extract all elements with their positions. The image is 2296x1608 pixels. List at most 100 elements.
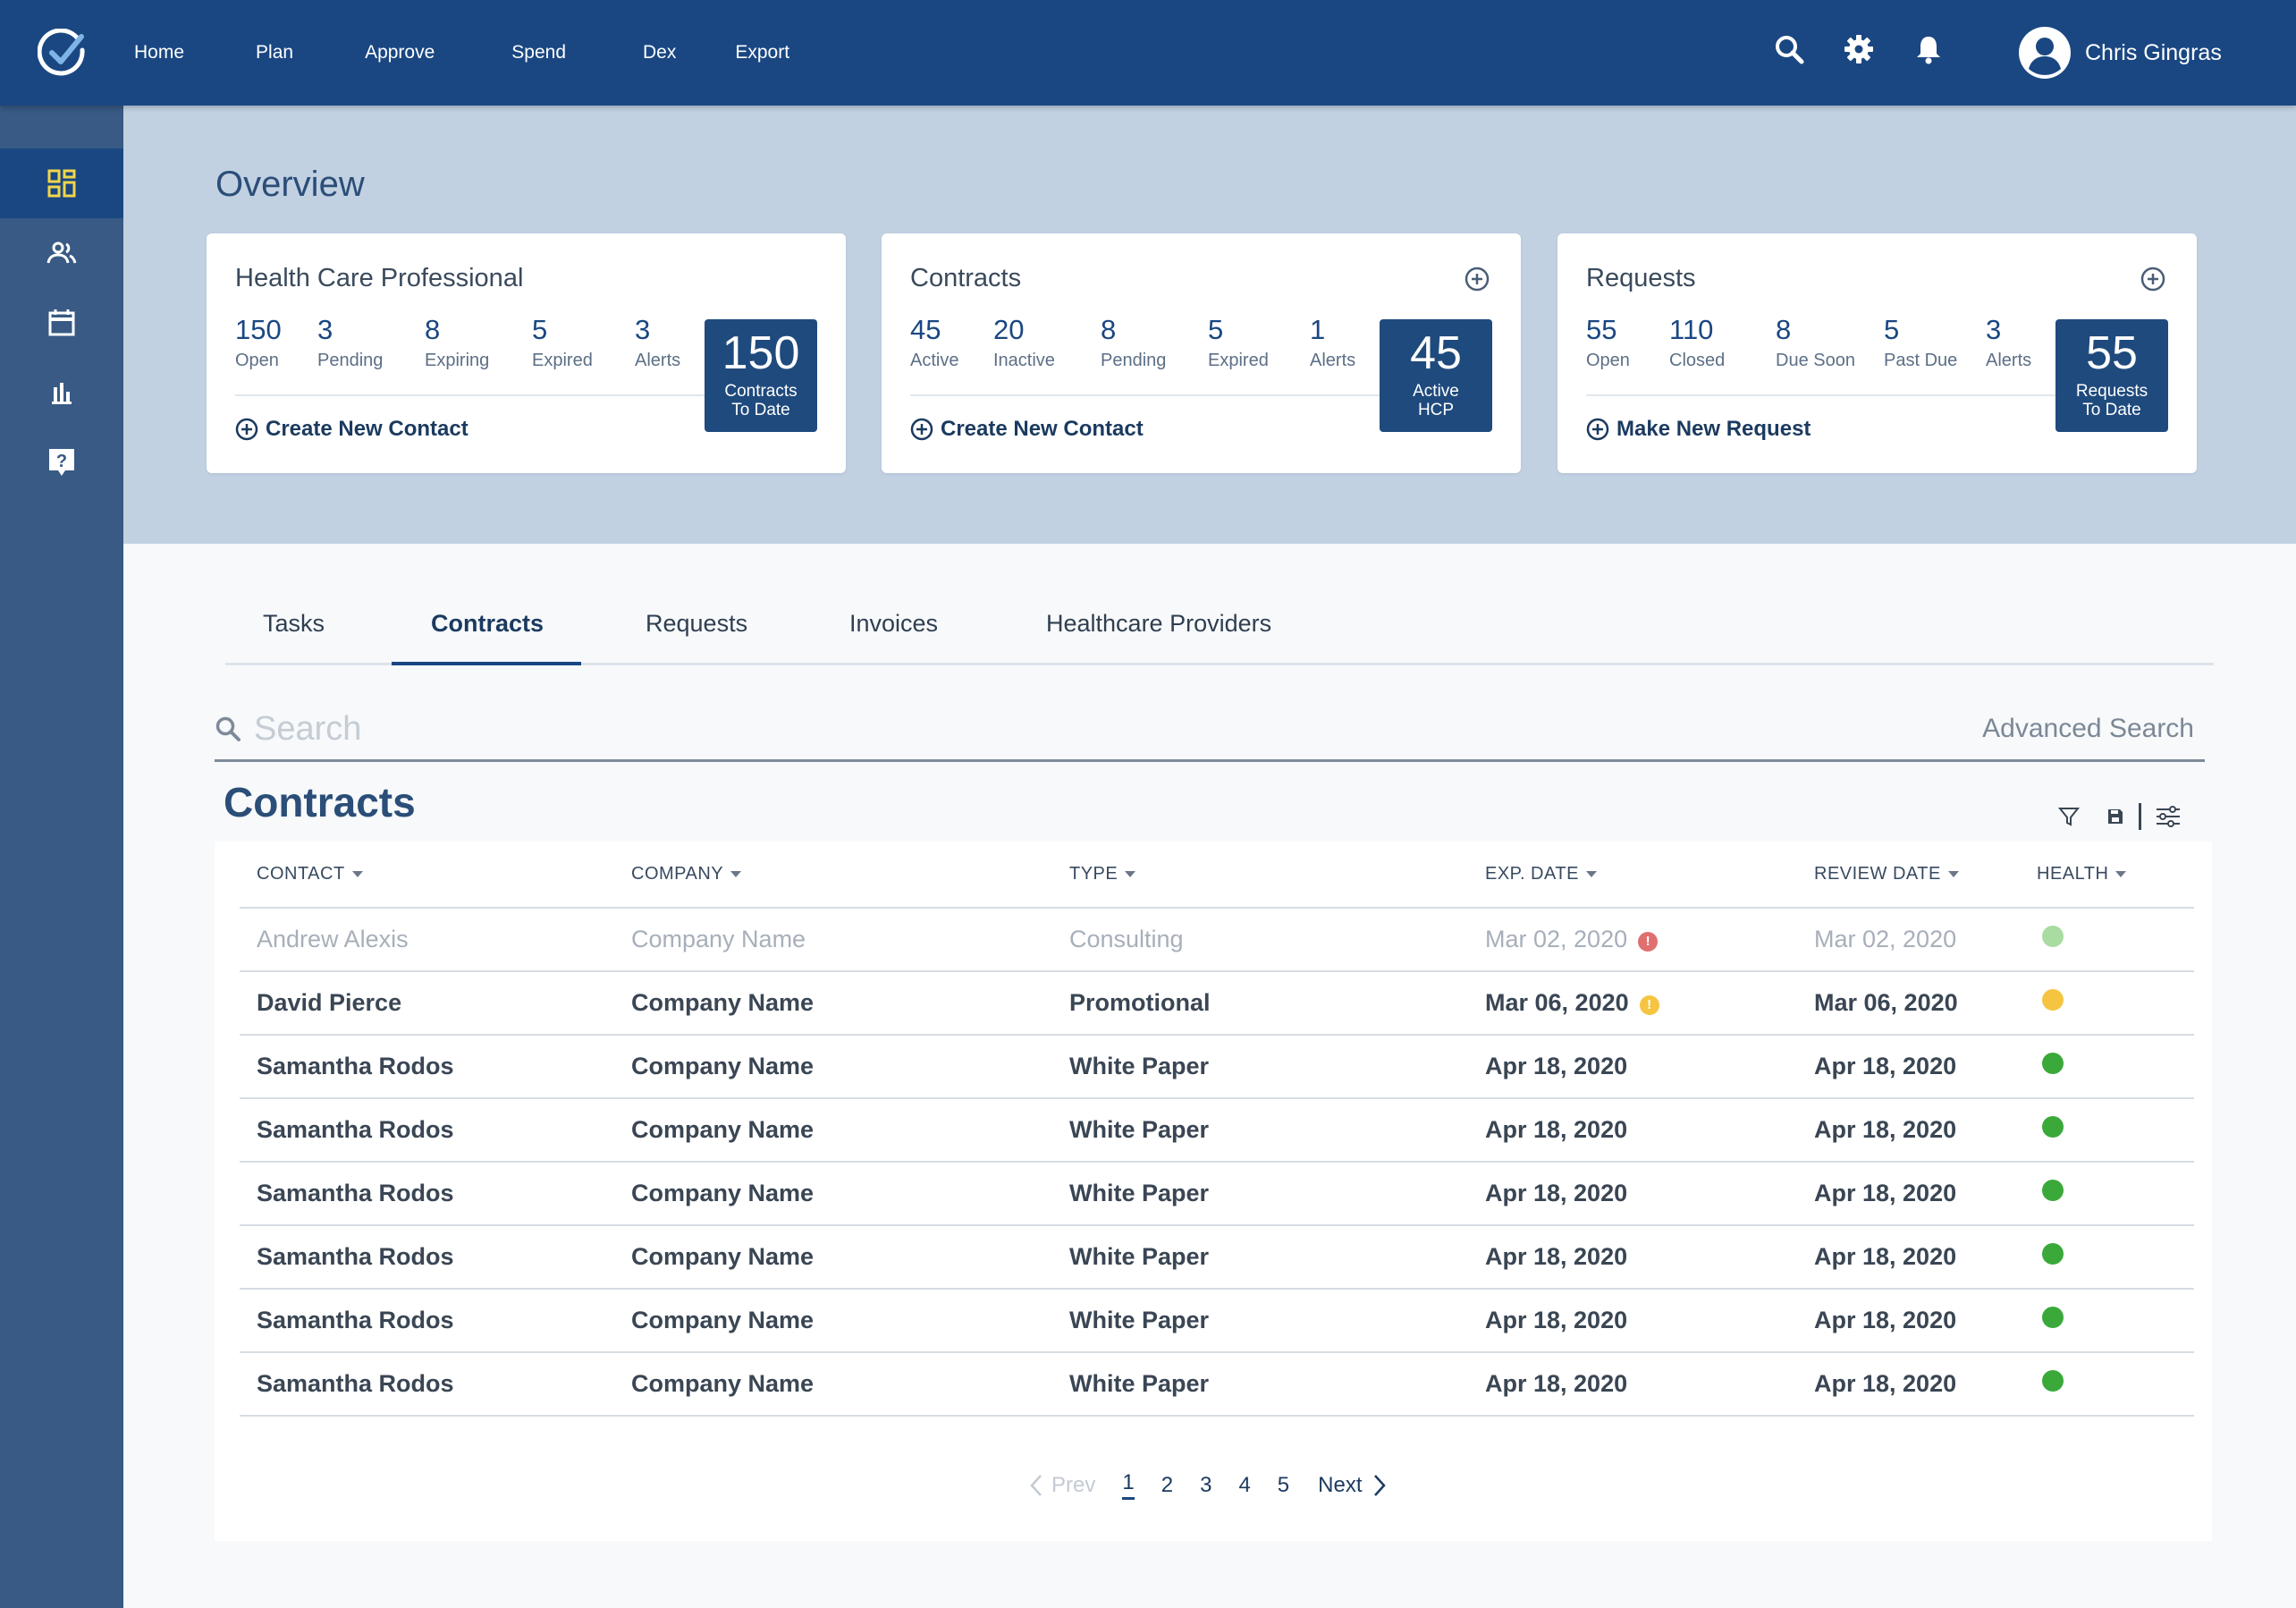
page-2-link[interactable]: 2 [1161,1472,1174,1497]
sidebar-item-reports[interactable] [0,358,123,427]
page-5-link[interactable]: 5 [1277,1472,1290,1497]
tab-contracts[interactable]: Contracts [431,610,544,637]
contracts-section-title: Contracts [224,779,416,825]
nav-export[interactable]: Export [735,42,790,63]
stat-expired[interactable]: 5 Expired [1208,314,1269,370]
sidebar-item-dashboard[interactable] [0,148,123,218]
stat-due-soon[interactable]: 8 Due Soon [1776,314,1855,370]
stat-open[interactable]: 150 Open [235,314,282,370]
prev-page-button[interactable]: Prev [1030,1473,1095,1498]
nav-spend[interactable]: Spend [511,42,567,63]
cell-health [2020,908,2194,972]
sidebar: ? [0,106,123,1608]
table-row[interactable]: Samantha Rodos Company Name White Paper Apr… [240,1162,2194,1226]
sort-caret-icon [730,871,742,878]
page-4-link[interactable]: 4 [1238,1472,1251,1497]
active-tab-indicator [392,662,581,665]
sort-caret-icon [1947,871,1959,878]
bell-icon[interactable] [1913,34,1944,64]
table-row[interactable]: Samantha Rodos Company Name White Paper Apr… [240,1098,2194,1163]
stat-pending[interactable]: 8 Pending [1101,314,1167,370]
cell-company: Company Name [614,1289,1052,1353]
column-header-health[interactable]: HEALTH [2020,842,2194,909]
active-hcp-box[interactable]: 45 Active HCP [1380,319,1492,432]
tab-bar: Tasks Contracts Requests Invoices Health… [225,597,2214,665]
user-menu[interactable]: Chris Gingras [2019,27,2222,79]
column-header-contact[interactable]: CONTACT [240,842,614,909]
overview-title: Overview [215,165,365,204]
search-icon [215,716,241,741]
nav-approve[interactable]: Approve [365,42,435,63]
table-row[interactable]: Samantha Rodos Company Name White Paper Apr… [240,1289,2194,1353]
cell-health [2020,1035,2194,1099]
add-circle-icon[interactable] [1464,266,1490,292]
table-row[interactable]: Samantha Rodos Company Name White Paper Apr… [240,1225,2194,1290]
column-header-company[interactable]: COMPANY [614,842,1052,909]
add-circle-icon[interactable] [2140,266,2166,292]
stat-pending[interactable]: 3 Pending [317,314,384,370]
cell-review: Mar 06, 2020 [1797,971,2020,1036]
next-page-button[interactable]: Next [1318,1473,1386,1498]
search-icon[interactable] [1774,34,1804,64]
stat-alerts[interactable]: 3 Alerts [635,314,681,370]
cell-contact: David Pierce [240,971,614,1036]
page-3-link[interactable]: 3 [1200,1472,1212,1497]
card-title: Requests [1586,264,1696,292]
stat-open[interactable]: 55 Open [1586,314,1630,370]
alert-icon[interactable]: ! [1639,995,1659,1015]
stat-inactive[interactable]: 20 Inactive [993,314,1055,370]
column-header-review-date[interactable]: REVIEW DATE [1797,842,2020,909]
contracts-to-date-box[interactable]: 150 Contracts To Date [705,319,817,432]
table-row[interactable]: David Pierce Company Name Promotional Mar 0… [240,971,2194,1036]
column-header-type[interactable]: TYPE [1052,842,1468,909]
sidebar-item-calendar[interactable] [0,288,123,358]
stat-expired[interactable]: 5 Expired [532,314,593,370]
stat-expiring[interactable]: 8 Expiring [425,314,490,370]
gear-icon[interactable] [1844,34,1874,64]
page-1-link[interactable]: 1 [1122,1470,1135,1500]
cell-company: Company Name [614,1035,1052,1099]
bar-chart-icon [52,383,72,404]
nav-plan[interactable]: Plan [256,42,294,63]
cell-exp: Apr 18, 2020 [1468,1162,1797,1226]
column-header-exp-date[interactable]: EXP. DATE [1468,842,1797,909]
create-new-contact-button[interactable]: Create New Contact [910,417,1144,442]
table-row[interactable]: Samantha Rodos Company Name White Paper Apr… [240,1352,2194,1417]
tab-invoices[interactable]: Invoices [849,610,939,637]
stat-alerts[interactable]: 3 Alerts [1986,314,2032,370]
table-row[interactable]: Samantha Rodos Company Name White Paper Apr… [240,1035,2194,1099]
requests-to-date-box[interactable]: 55 Requests To Date [2055,319,2168,432]
tab-healthcare-providers[interactable]: Healthcare Providers [1046,610,1272,637]
stat-alerts[interactable]: 1 Alerts [1310,314,1356,370]
settings-sliders-icon[interactable] [2156,805,2181,828]
make-new-request-button[interactable]: Make New Request [1586,417,1811,442]
stat-active[interactable]: 45 Active [910,314,959,370]
create-new-contact-button[interactable]: Create New Contact [235,417,468,442]
cell-type: White Paper [1052,1289,1468,1353]
avatar-icon [2019,27,2071,79]
tab-requests[interactable]: Requests [646,610,748,637]
sidebar-item-people[interactable] [0,218,123,288]
cell-contact: Samantha Rodos [240,1098,614,1163]
nav-home[interactable]: Home [134,42,185,63]
nav-dex[interactable]: Dex [643,42,677,63]
stat-past-due[interactable]: 5 Past Due [1884,314,1958,370]
cell-type: Promotional [1052,971,1468,1036]
tab-tasks[interactable]: Tasks [263,610,325,637]
search-input[interactable] [254,703,1684,755]
stat-closed[interactable]: 110 Closed [1669,314,1726,370]
table-tools [2058,803,2181,830]
user-name: Chris Gingras [2085,39,2222,65]
sort-caret-icon [351,871,363,878]
sort-caret-icon [1585,871,1597,878]
advanced-search-link[interactable]: Advanced Search [1982,714,2194,743]
save-icon[interactable] [2106,808,2124,825]
plus-circle-icon [910,418,933,441]
filter-icon[interactable] [2058,806,2080,827]
alert-icon[interactable]: ! [1638,932,1659,952]
app-logo-icon[interactable] [38,29,88,79]
table-row[interactable]: Andrew Alexis Company Name Consulting Mar 0… [240,908,2194,972]
plus-circle-icon [235,418,258,441]
health-status-dot [2042,926,2064,947]
sidebar-item-help[interactable]: ? [0,427,123,497]
